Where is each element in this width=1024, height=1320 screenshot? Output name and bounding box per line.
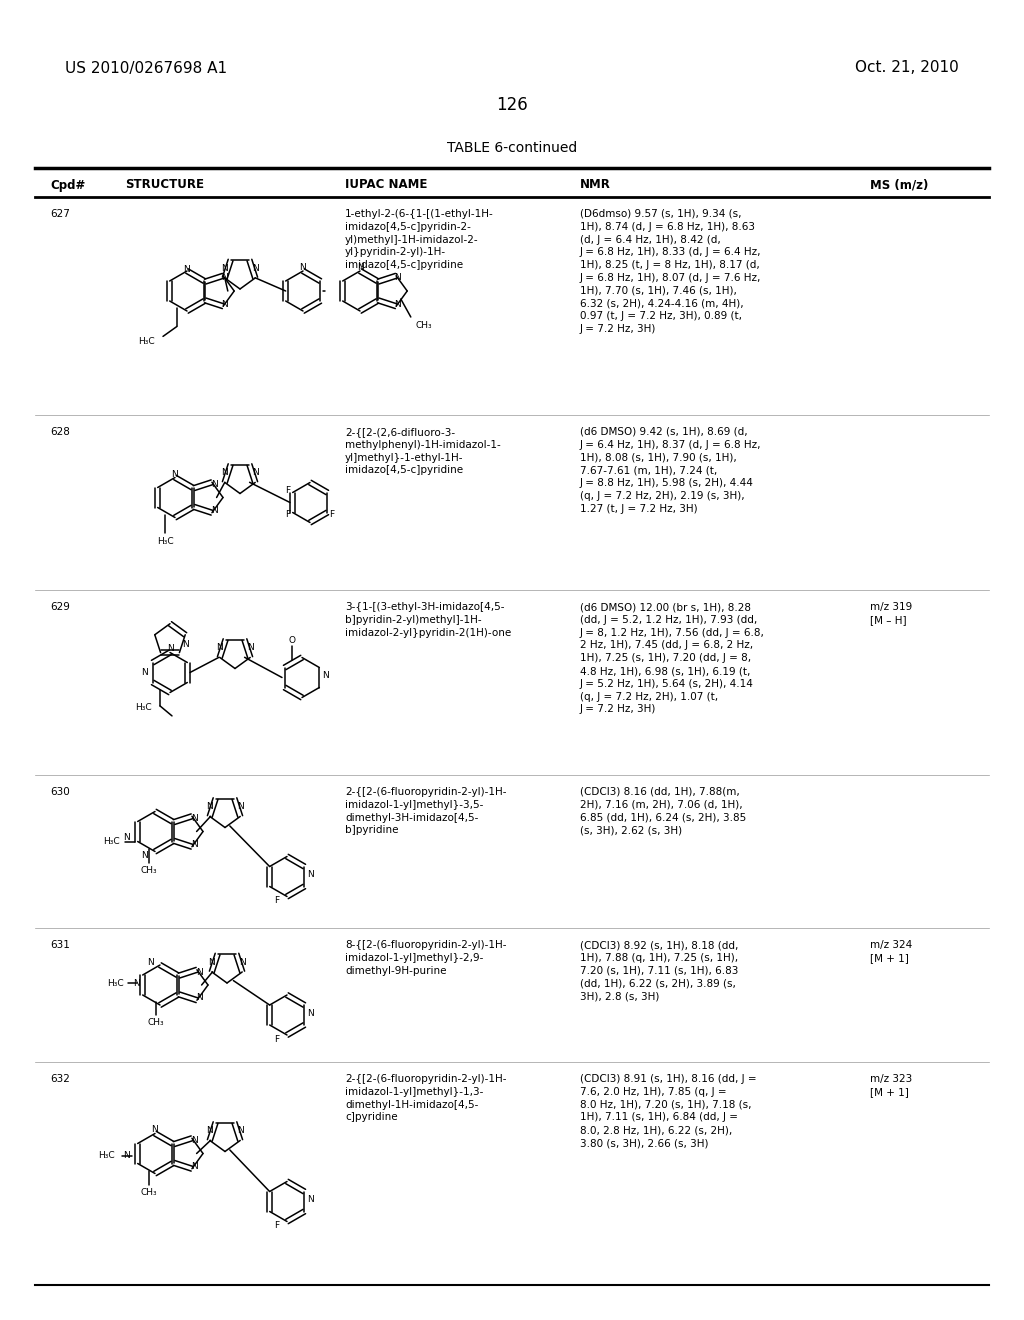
Text: N: N: [196, 993, 203, 1002]
Text: (D6dmso) 9.57 (s, 1H), 9.34 (s,
1H), 8.74 (d, J = 6.8 Hz, 1H), 8.63
(d, J = 6.4 : (D6dmso) 9.57 (s, 1H), 9.34 (s, 1H), 8.7…: [580, 209, 762, 334]
Text: H₃C: H₃C: [135, 704, 152, 713]
Text: (CDCl3) 8.16 (dd, 1H), 7.88(m,
2H), 7.16 (m, 2H), 7.06 (d, 1H),
6.85 (dd, 1H), 6: (CDCl3) 8.16 (dd, 1H), 7.88(m, 2H), 7.16…: [580, 787, 746, 836]
Text: O: O: [289, 636, 296, 644]
Text: N: N: [172, 470, 178, 479]
Text: N: N: [221, 469, 228, 478]
Text: N: N: [221, 264, 228, 273]
Text: CH₃: CH₃: [416, 321, 432, 330]
Text: 2-{[2-(6-fluoropyridin-2-yl)-1H-
imidazol-1-yl]methyl}-1,3-
dimethyl-1H-imidazo[: 2-{[2-(6-fluoropyridin-2-yl)-1H- imidazo…: [345, 1074, 507, 1122]
Text: N: N: [190, 814, 198, 824]
Text: N: N: [196, 968, 203, 977]
Text: 8-{[2-(6-fluoropyridin-2-yl)-1H-
imidazol-1-yl]methyl}-2,9-
dimethyl-9H-purine: 8-{[2-(6-fluoropyridin-2-yl)-1H- imidazo…: [345, 940, 507, 975]
Text: N: N: [300, 264, 306, 272]
Text: N: N: [207, 803, 213, 812]
Text: (CDCl3) 8.91 (s, 1H), 8.16 (dd, J =
7.6, 2.0 Hz, 1H), 7.85 (q, J =
8.0 Hz, 1H), : (CDCl3) 8.91 (s, 1H), 8.16 (dd, J = 7.6,…: [580, 1074, 757, 1148]
Text: N: N: [394, 273, 401, 282]
Text: F: F: [274, 896, 280, 906]
Text: 632: 632: [50, 1074, 70, 1084]
Text: m/z 323
[M + 1]: m/z 323 [M + 1]: [870, 1074, 912, 1097]
Text: N: N: [167, 644, 173, 653]
Text: (d6 DMSO) 9.42 (s, 1H), 8.69 (d,
J = 6.4 Hz, 1H), 8.37 (d, J = 6.8 Hz,
1H), 8.08: (d6 DMSO) 9.42 (s, 1H), 8.69 (d, J = 6.4…: [580, 426, 762, 513]
Text: N: N: [252, 469, 259, 478]
Text: F: F: [274, 1221, 280, 1230]
Text: H₃C: H₃C: [103, 837, 120, 846]
Text: N: N: [141, 851, 148, 861]
Text: 126: 126: [496, 96, 528, 114]
Text: 3-{1-[(3-ethyl-3H-imidazo[4,5-
b]pyridin-2-yl)methyl]-1H-
imidazol-2-yl}pyridin-: 3-{1-[(3-ethyl-3H-imidazo[4,5- b]pyridin…: [345, 602, 511, 638]
Text: TABLE 6-continued: TABLE 6-continued: [446, 141, 578, 154]
Text: NMR: NMR: [580, 178, 611, 191]
Text: 631: 631: [50, 940, 70, 950]
Text: N: N: [123, 833, 130, 842]
Text: CH₃: CH₃: [147, 1018, 164, 1027]
Text: CH₃: CH₃: [140, 866, 158, 875]
Text: N: N: [307, 1008, 313, 1018]
Text: H₃C: H₃C: [157, 537, 173, 546]
Text: N: N: [123, 1151, 130, 1160]
Text: 628: 628: [50, 426, 70, 437]
Text: N: N: [307, 870, 313, 879]
Text: N: N: [152, 1125, 159, 1134]
Text: N: N: [190, 1162, 198, 1171]
Text: F: F: [286, 486, 291, 495]
Text: N: N: [322, 671, 329, 680]
Text: N: N: [146, 958, 154, 968]
Text: 2-{[2-(2,6-difluoro-3-
methylphenyl)-1H-imidazol-1-
yl]methyl}-1-ethyl-1H-
imida: 2-{[2-(2,6-difluoro-3- methylphenyl)-1H-…: [345, 426, 501, 475]
Text: N: N: [190, 840, 198, 849]
Text: N: N: [239, 958, 246, 966]
Text: 630: 630: [50, 787, 70, 797]
Text: F: F: [274, 1035, 280, 1044]
Text: F: F: [330, 510, 335, 519]
Text: N: N: [237, 1126, 244, 1135]
Text: IUPAC NAME: IUPAC NAME: [345, 178, 427, 191]
Text: N: N: [247, 643, 254, 652]
Text: N: N: [394, 300, 401, 309]
Text: Cpd#: Cpd#: [50, 178, 85, 191]
Text: m/z 324
[M + 1]: m/z 324 [M + 1]: [870, 940, 912, 962]
Text: 2-{[2-(6-fluoropyridin-2-yl)-1H-
imidazol-1-yl]methyl}-3,5-
dimethyl-3H-imidazo[: 2-{[2-(6-fluoropyridin-2-yl)-1H- imidazo…: [345, 787, 507, 836]
Text: N: N: [216, 643, 223, 652]
Text: H₃C: H₃C: [108, 978, 124, 987]
Text: N: N: [356, 264, 364, 272]
Text: H₃C: H₃C: [138, 337, 155, 346]
Text: 627: 627: [50, 209, 70, 219]
Text: F: F: [286, 510, 291, 519]
Text: N: N: [183, 265, 190, 275]
Text: N: N: [237, 803, 244, 812]
Text: N: N: [307, 1195, 313, 1204]
Text: N: N: [141, 668, 147, 677]
Text: N: N: [221, 300, 228, 309]
Text: N: N: [221, 273, 228, 282]
Text: 629: 629: [50, 602, 70, 612]
Text: H₃C: H₃C: [98, 1151, 115, 1160]
Text: STRUCTURE: STRUCTURE: [126, 178, 205, 191]
Text: N: N: [211, 506, 217, 515]
Text: 1-ethyl-2-(6-{1-[(1-ethyl-1H-
imidazo[4,5-c]pyridin-2-
yl)methyl]-1H-imidazol-2-: 1-ethyl-2-(6-{1-[(1-ethyl-1H- imidazo[4,…: [345, 209, 494, 271]
Text: Oct. 21, 2010: Oct. 21, 2010: [855, 61, 959, 75]
Text: N: N: [211, 480, 217, 490]
Text: CH₃: CH₃: [140, 1188, 158, 1197]
Text: N: N: [207, 1126, 213, 1135]
Text: (d6 DMSO) 12.00 (br s, 1H), 8.28
(dd, J = 5.2, 1.2 Hz, 1H), 7.93 (dd,
J = 8, 1.2: (d6 DMSO) 12.00 (br s, 1H), 8.28 (dd, J …: [580, 602, 765, 714]
Text: N: N: [209, 958, 215, 966]
Text: US 2010/0267698 A1: US 2010/0267698 A1: [65, 61, 227, 75]
Text: (CDCl3) 8.92 (s, 1H), 8.18 (dd,
1H), 7.88 (q, 1H), 7.25 (s, 1H),
7.20 (s, 1H), 7: (CDCl3) 8.92 (s, 1H), 8.18 (dd, 1H), 7.8…: [580, 940, 738, 1001]
Text: MS (m/z): MS (m/z): [870, 178, 929, 191]
Text: m/z 319
[M – H]: m/z 319 [M – H]: [870, 602, 912, 624]
Text: N: N: [190, 1137, 198, 1146]
Text: N: N: [133, 978, 140, 987]
Text: N: N: [252, 264, 259, 273]
Text: N: N: [182, 640, 188, 649]
